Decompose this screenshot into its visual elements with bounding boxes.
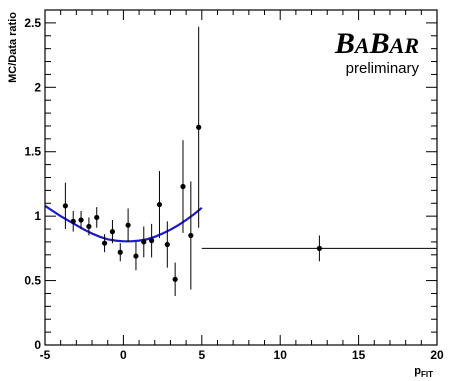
x-axis-label-sub: FIT: [421, 370, 433, 379]
point-marker: [196, 124, 202, 130]
data-point: [196, 26, 202, 228]
point-marker: [86, 223, 92, 230]
x-tick-label: 15: [352, 348, 366, 362]
y-tick-label: 2: [34, 80, 41, 94]
data-point: [78, 211, 84, 230]
point-marker: [125, 222, 131, 228]
logo-letter-4: A: [388, 33, 405, 58]
y-tick-label: 0: [34, 338, 41, 352]
data-point: [164, 221, 170, 268]
logo-letter-5: R: [403, 33, 419, 58]
data-point: [101, 234, 108, 253]
logo-letter-1: B: [334, 27, 355, 60]
data-point: [188, 181, 194, 290]
point-marker: [164, 241, 170, 248]
point-marker: [141, 239, 147, 245]
x-axis-label: pFIT: [414, 365, 433, 379]
point-marker: [180, 183, 186, 190]
data-point: [125, 208, 131, 242]
babar-logo: BABAR preliminary: [334, 27, 420, 77]
logo-letter-3: B: [369, 27, 390, 60]
plot-frame: [44, 9, 438, 346]
data-point: [133, 241, 139, 271]
data-point: [172, 262, 178, 297]
data-point: [86, 217, 92, 236]
point-marker: [117, 249, 123, 255]
x-tick-label: -5: [40, 348, 51, 362]
data-point: [109, 220, 116, 244]
point-marker: [133, 253, 139, 259]
fit-curve: [44, 204, 203, 243]
data-point: [156, 171, 163, 239]
data-point: [62, 182, 68, 230]
babar-logo-text: BABAR: [334, 27, 419, 60]
y-tick-label: 1.5: [24, 145, 41, 159]
point-marker: [101, 240, 108, 246]
points-layer: [62, 26, 437, 297]
data-point: [94, 207, 100, 228]
x-axis-label-main: p: [414, 365, 421, 377]
ticks-layer: [44, 9, 438, 346]
point-marker: [172, 276, 178, 282]
y-tick-label: 0.5: [24, 274, 41, 288]
data-point: [70, 211, 76, 232]
logo-letter-2: A: [353, 33, 370, 58]
fit-layer: [44, 204, 203, 243]
point-marker: [109, 229, 116, 235]
point-marker: [149, 238, 155, 244]
x-tick-label: 0: [120, 348, 127, 362]
x-tick-label: 10: [274, 348, 288, 362]
y-tick-label: 1: [34, 209, 41, 223]
point-marker: [78, 217, 84, 223]
data-point: [201, 235, 437, 262]
point-marker: [316, 245, 322, 251]
point-marker: [62, 203, 68, 209]
y-axis-label: MC/Data ratio: [7, 12, 19, 83]
x-tick-label: 20: [430, 348, 444, 362]
x-tick-label: 5: [198, 348, 205, 362]
data-point: [117, 243, 123, 262]
data-point: [141, 226, 147, 258]
point-marker: [70, 218, 76, 224]
point-marker: [188, 232, 194, 239]
point-marker: [94, 214, 100, 221]
data-point: [149, 223, 155, 258]
point-marker: [156, 201, 163, 208]
logo-subtitle: preliminary: [346, 60, 420, 77]
y-tick-label: 2.5: [24, 16, 41, 30]
data-point: [180, 140, 186, 233]
